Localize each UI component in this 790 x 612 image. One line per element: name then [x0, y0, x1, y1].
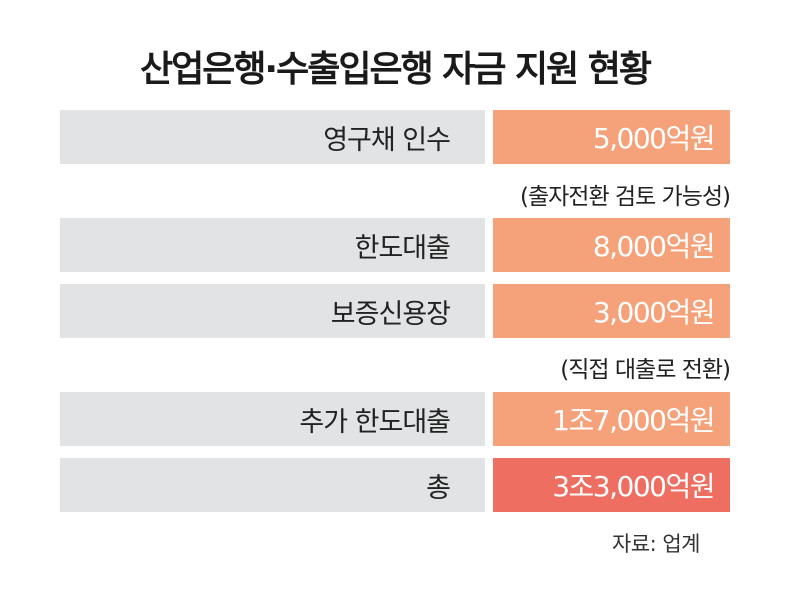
row-label: 총 — [60, 458, 485, 512]
row-label: 추가 한도대출 — [60, 392, 485, 446]
row-value: 3,000억원 — [493, 284, 730, 338]
table-row-total: 총 3조3,000억원 — [60, 458, 730, 512]
row-label: 보증신용장 — [60, 284, 485, 338]
row-note: (출자전환 검토 가능성) — [519, 184, 731, 210]
table-row: 보증신용장 3,000억원 — [60, 284, 730, 338]
row-label: 한도대출 — [60, 218, 485, 272]
row-label: 영구채 인수 — [60, 110, 485, 164]
row-note: (직접 대출로 전환) — [560, 357, 731, 383]
row-value: 5,000억원 — [493, 110, 730, 164]
table-row: 추가 한도대출 1조7,000억원 — [60, 392, 730, 446]
table-row: 영구채 인수 5,000억원 — [60, 110, 730, 164]
row-value: 1조7,000억원 — [493, 392, 730, 446]
chart-title: 산업은행·수출입은행 자금 지원 현황 — [139, 49, 652, 90]
row-value-total: 3조3,000억원 — [493, 458, 730, 512]
source-note: 자료: 업계 — [611, 532, 701, 556]
table-row: 한도대출 8,000억원 — [60, 218, 730, 272]
row-value: 8,000억원 — [493, 218, 730, 272]
